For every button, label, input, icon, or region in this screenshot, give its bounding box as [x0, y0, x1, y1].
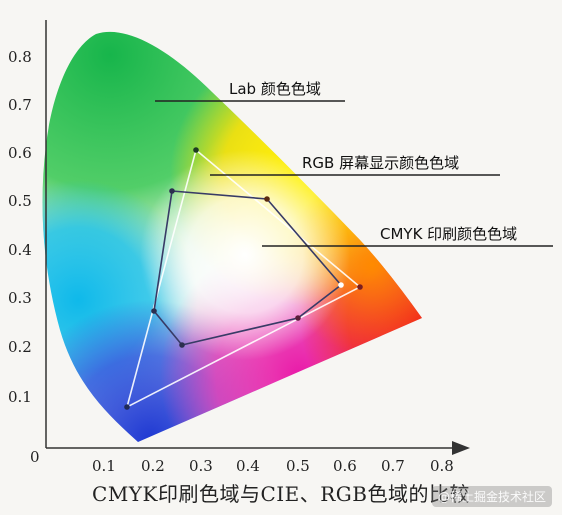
cmyk-vertex: [338, 282, 344, 288]
y-tick-label: 0.8: [8, 48, 32, 66]
x-tick-label: 0.7: [381, 457, 405, 475]
lab-gamut-label: Lab 颜色色域: [229, 80, 321, 98]
watermark: @稀土掘金技术社区: [431, 486, 552, 507]
figure-caption: CMYK印刷色域与CIE、RGB色域的比较: [92, 482, 470, 506]
x-tick-label: 0.2: [141, 457, 165, 475]
x-tick-label: 0.3: [189, 457, 213, 475]
y-tick-label: 0.3: [8, 289, 32, 307]
cmyk-vertex: [264, 196, 270, 202]
rgb-vertex-blue: [124, 404, 130, 410]
y-tick-label: 0.5: [8, 192, 32, 210]
x-tick-label: 0.8: [430, 457, 454, 475]
y-tick-label: 0.1: [8, 388, 32, 406]
y-tick-label: 0.7: [8, 96, 32, 114]
cmyk-vertex: [179, 342, 185, 348]
cmyk-vertex: [151, 308, 157, 314]
cmyk-vertex: [169, 188, 175, 194]
x-tick-label: 0.1: [92, 457, 116, 475]
rgb-vertex-red: [357, 284, 363, 290]
x-tick-label: 0.4: [236, 457, 260, 475]
cmyk-vertex: [295, 315, 301, 321]
origin-label: 0: [30, 448, 40, 466]
rgb-vertex-green: [193, 147, 199, 153]
rgb-gamut-label: RGB 屏幕显示颜色色域: [302, 154, 459, 172]
y-tick-label: 0.2: [8, 338, 32, 356]
y-tick-label: 0.6: [8, 144, 32, 162]
y-tick-label: 0.4: [8, 241, 32, 259]
x-axis-arrow: [452, 441, 470, 455]
rgb-gamut-triangle: [125, 148, 362, 409]
x-tick-label: 0.6: [333, 457, 357, 475]
cmyk-gamut-label: CMYK 印刷颜色色域: [380, 225, 517, 243]
x-tick-label: 0.5: [286, 457, 310, 475]
